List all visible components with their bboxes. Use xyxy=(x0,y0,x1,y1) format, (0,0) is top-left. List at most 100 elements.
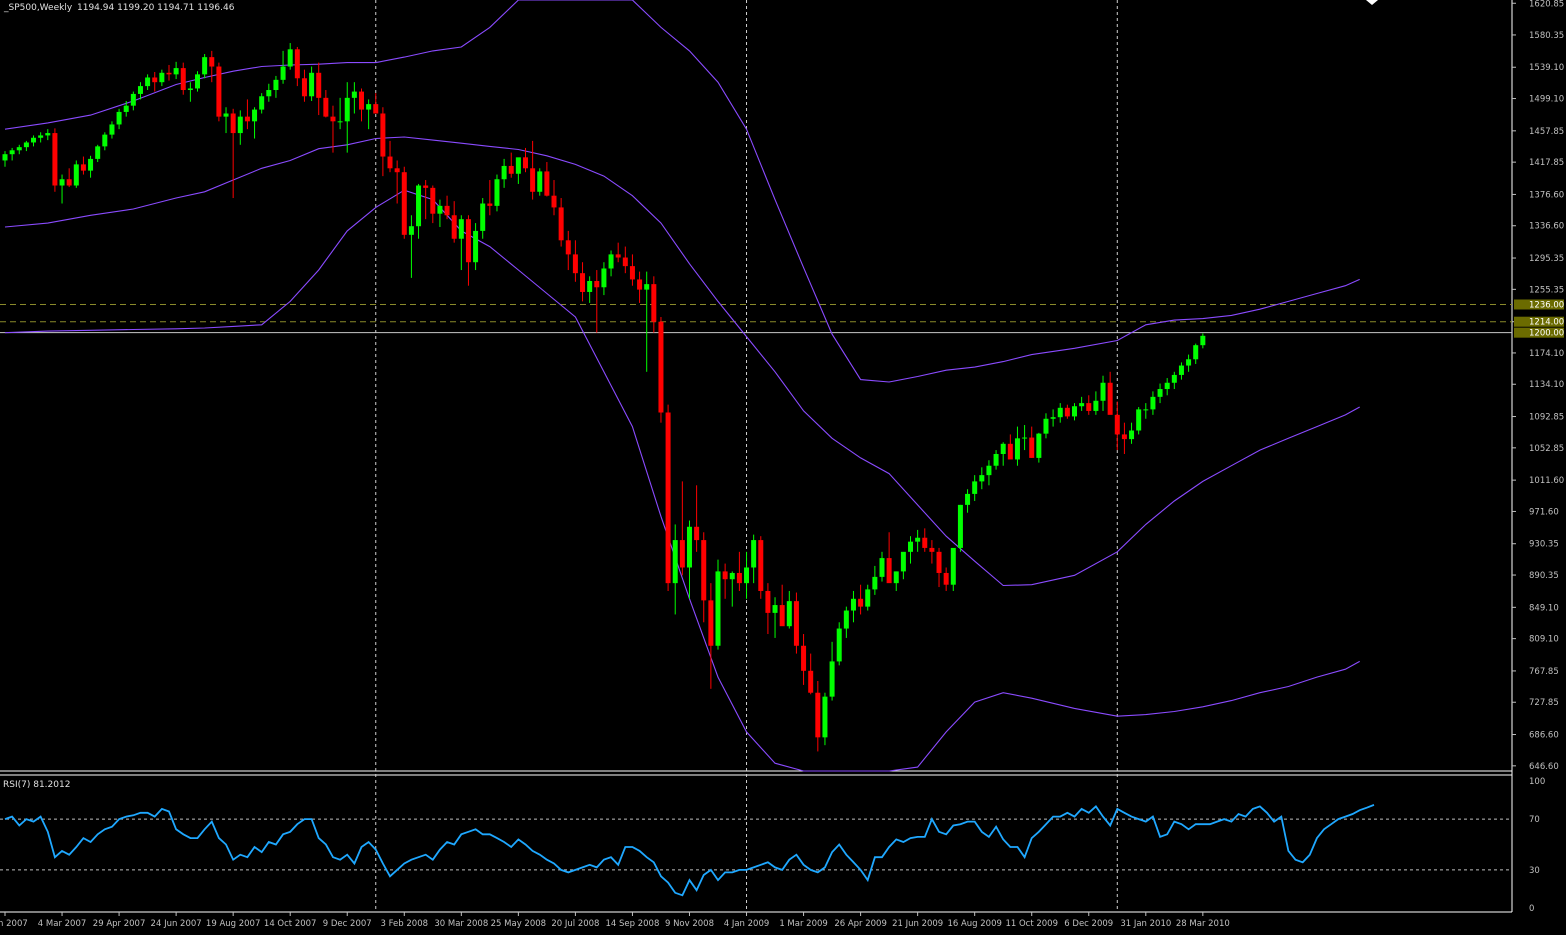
time-axis-label: 30 Mar 2008 xyxy=(434,919,488,929)
candle-body xyxy=(1121,434,1127,440)
candle-body xyxy=(494,179,500,206)
price-axis-label: 1539.10 xyxy=(1529,63,1564,73)
candle-body xyxy=(922,537,928,548)
candle-body xyxy=(1072,406,1077,417)
candle-body xyxy=(915,537,921,542)
candle-body xyxy=(366,104,372,110)
candle-body xyxy=(416,185,422,227)
candle-body xyxy=(886,558,892,584)
envelope-bands xyxy=(4,0,1360,772)
rsi-axis-label: 30 xyxy=(1529,866,1540,876)
candle-body xyxy=(152,77,158,83)
candle-body xyxy=(594,281,600,288)
candle-body xyxy=(330,116,336,122)
candle-body xyxy=(145,77,151,87)
candle-body xyxy=(993,453,999,466)
candle-body xyxy=(95,146,101,159)
price-axis-label: 1336.60 xyxy=(1529,222,1564,232)
candle-body xyxy=(473,230,479,263)
candle-body xyxy=(850,598,856,611)
candle-body xyxy=(1157,389,1163,397)
candle-body xyxy=(23,142,29,148)
candle-body xyxy=(437,205,443,214)
candle-body xyxy=(123,105,129,112)
candle-body xyxy=(558,207,564,241)
candle-body xyxy=(116,111,122,125)
candle-body xyxy=(736,572,742,584)
price-axis-label: 1295.35 xyxy=(1529,254,1564,264)
candle-body xyxy=(537,171,543,192)
horizontal-level-lines xyxy=(0,303,1512,334)
candle-body xyxy=(1114,414,1120,435)
candle-body xyxy=(1029,437,1035,458)
time-axis-label: 7 Jan 2007 xyxy=(0,919,28,929)
candle-body xyxy=(173,68,179,75)
candle-body xyxy=(815,692,821,738)
candle-body xyxy=(1129,430,1135,440)
candle-body xyxy=(323,97,329,117)
rsi-axis-label: 0 xyxy=(1529,904,1534,914)
candle-body xyxy=(309,72,315,97)
candle-body xyxy=(444,205,450,216)
candle-body xyxy=(943,572,949,585)
candle-body xyxy=(580,273,586,292)
candle-body xyxy=(893,571,899,584)
band-lower-line xyxy=(4,189,1360,772)
time-axis-label: 9 Nov 2008 xyxy=(665,919,714,929)
candle-body xyxy=(38,135,44,138)
price-axis-label: 849.10 xyxy=(1529,603,1559,613)
candle-body xyxy=(765,590,771,613)
candle-body xyxy=(344,97,350,122)
candle-body xyxy=(45,133,51,136)
candle-body xyxy=(836,628,842,662)
price-tag-box xyxy=(1514,327,1564,338)
candle-body xyxy=(216,66,222,117)
candle-body xyxy=(387,156,393,169)
price-axis-label: 1255.35 xyxy=(1529,285,1564,295)
candle-body xyxy=(487,203,493,206)
candle-body xyxy=(458,219,464,239)
candle-body xyxy=(744,567,750,584)
time-axis-label: 24 Jun 2007 xyxy=(151,919,202,929)
candle-body xyxy=(965,493,971,505)
candle-body xyxy=(908,541,914,552)
candle-body xyxy=(793,601,799,646)
candle-body xyxy=(59,179,65,186)
time-axis-label: 16 Aug 2009 xyxy=(947,919,1001,929)
candle-body xyxy=(665,412,671,584)
candle-body xyxy=(708,600,714,646)
candle-body xyxy=(273,79,279,91)
price-tag-box xyxy=(1514,316,1564,327)
candle-body xyxy=(451,215,457,239)
price-axis-label: 1052.85 xyxy=(1529,444,1564,454)
candle-body xyxy=(52,133,58,186)
time-axis-label: 20 Jul 2008 xyxy=(551,919,599,929)
candle-body xyxy=(1178,365,1184,375)
time-axis-label: 1 Mar 2009 xyxy=(779,919,827,929)
price-tag-label: 1200.00 xyxy=(1529,329,1564,339)
rsi-label: RSI(7) 81.2012 xyxy=(3,780,70,790)
candle-body xyxy=(858,598,864,607)
candle-body xyxy=(423,185,429,188)
candle-body xyxy=(822,696,828,738)
candle-body xyxy=(1107,382,1113,415)
candle-body xyxy=(950,547,956,585)
rsi-series-line xyxy=(4,804,1375,897)
candle-body xyxy=(301,78,307,97)
candle-body xyxy=(202,57,208,75)
candle-body xyxy=(772,605,778,613)
price-axis-label: 646.60 xyxy=(1529,762,1559,772)
candle-body xyxy=(9,150,15,155)
candle-body xyxy=(102,134,108,147)
candle-body xyxy=(879,558,885,577)
candle-body xyxy=(408,226,414,235)
candle-body xyxy=(1186,359,1192,366)
candle-body xyxy=(679,540,685,568)
candle-body xyxy=(1057,407,1063,418)
time-axis-label: 28 Mar 2010 xyxy=(1176,919,1230,929)
price-axis-label: 971.60 xyxy=(1529,507,1559,517)
candle-body xyxy=(1043,418,1049,434)
